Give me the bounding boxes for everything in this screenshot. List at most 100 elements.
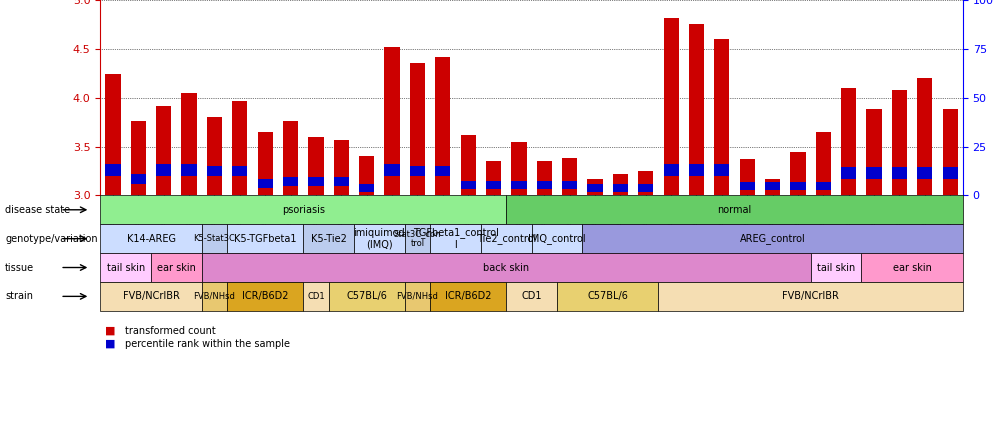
Bar xyxy=(283,177,298,186)
Bar xyxy=(308,177,324,186)
Bar xyxy=(713,164,728,176)
Text: K5-TGFbeta1: K5-TGFbeta1 xyxy=(233,234,297,244)
Bar xyxy=(688,24,703,195)
Bar xyxy=(334,140,349,195)
Bar xyxy=(258,132,273,195)
Bar xyxy=(206,117,221,195)
Bar xyxy=(866,109,881,195)
Bar xyxy=(206,166,221,176)
Bar xyxy=(765,182,780,190)
Bar xyxy=(841,88,856,195)
Bar xyxy=(105,74,120,195)
Bar xyxy=(232,101,247,195)
Bar xyxy=(790,182,805,190)
Bar xyxy=(485,181,501,190)
Text: tissue: tissue xyxy=(5,262,34,273)
Text: TGFbeta1_control
l: TGFbeta1_control l xyxy=(412,227,498,250)
Bar xyxy=(841,167,856,179)
Bar xyxy=(435,57,450,195)
Text: IMQ_control: IMQ_control xyxy=(528,233,585,244)
Bar xyxy=(587,184,602,192)
Bar xyxy=(485,161,501,195)
Text: ICR/B6D2: ICR/B6D2 xyxy=(445,291,491,301)
Bar xyxy=(713,39,728,195)
Bar xyxy=(435,166,450,176)
Bar xyxy=(384,47,399,195)
Bar xyxy=(765,179,780,195)
Bar xyxy=(942,109,957,195)
Bar xyxy=(561,181,577,190)
Text: C57BL/6: C57BL/6 xyxy=(346,291,387,301)
Bar xyxy=(460,135,475,195)
Bar xyxy=(359,184,374,192)
Text: tail skin: tail skin xyxy=(816,262,855,273)
Bar xyxy=(308,137,324,195)
Bar xyxy=(130,121,146,195)
Text: ICR/B6D2: ICR/B6D2 xyxy=(241,291,289,301)
Text: normal: normal xyxy=(716,205,750,215)
Text: Stat3C_con
trol: Stat3C_con trol xyxy=(393,229,441,248)
Text: psoriasis: psoriasis xyxy=(282,205,325,215)
Bar xyxy=(637,184,652,192)
Bar xyxy=(181,164,196,176)
Bar xyxy=(663,164,678,176)
Text: CD1: CD1 xyxy=(521,291,541,301)
Bar xyxy=(156,107,171,195)
Text: disease state: disease state xyxy=(5,205,70,215)
Bar xyxy=(891,167,906,179)
Text: CD1: CD1 xyxy=(307,292,325,301)
Text: genotype/variation: genotype/variation xyxy=(5,234,97,244)
Text: Tie2_control: Tie2_control xyxy=(476,233,535,244)
Bar xyxy=(410,166,425,176)
Bar xyxy=(105,164,120,176)
Bar xyxy=(511,181,526,190)
Bar xyxy=(511,142,526,195)
Bar xyxy=(460,181,475,190)
Text: K5-Stat3C: K5-Stat3C xyxy=(193,234,235,243)
Bar xyxy=(866,167,881,179)
Bar xyxy=(384,164,399,176)
Bar xyxy=(359,156,374,195)
Bar xyxy=(232,166,247,176)
Bar xyxy=(663,18,678,195)
Text: ■: ■ xyxy=(105,326,115,336)
Text: back skin: back skin xyxy=(483,262,529,273)
Bar xyxy=(612,184,627,192)
Text: ear skin: ear skin xyxy=(892,262,931,273)
Bar xyxy=(942,167,957,179)
Bar xyxy=(181,93,196,195)
Bar xyxy=(156,164,171,176)
Bar xyxy=(891,90,906,195)
Text: K5-Tie2: K5-Tie2 xyxy=(311,234,347,244)
Bar xyxy=(612,174,627,195)
Bar xyxy=(283,121,298,195)
Bar xyxy=(738,182,755,190)
Text: transformed count: transformed count xyxy=(125,326,215,336)
Bar xyxy=(536,161,551,195)
Bar xyxy=(334,177,349,186)
Bar xyxy=(916,78,932,195)
Text: ■: ■ xyxy=(105,339,115,349)
Bar xyxy=(815,132,830,195)
Text: AREG_control: AREG_control xyxy=(739,233,805,244)
Bar xyxy=(258,179,273,187)
Text: strain: strain xyxy=(5,291,33,301)
Text: FVB/NCrIBR: FVB/NCrIBR xyxy=(782,291,839,301)
Bar xyxy=(637,171,652,195)
Text: ear skin: ear skin xyxy=(157,262,195,273)
Text: FVB/NHsd: FVB/NHsd xyxy=(193,292,235,301)
Text: percentile rank within the sample: percentile rank within the sample xyxy=(125,339,291,349)
Text: C57BL/6: C57BL/6 xyxy=(587,291,627,301)
Text: tail skin: tail skin xyxy=(106,262,144,273)
Bar xyxy=(410,63,425,195)
Bar xyxy=(815,182,830,190)
Bar xyxy=(688,164,703,176)
Text: imiquimod
(IMQ): imiquimod (IMQ) xyxy=(353,228,405,250)
Bar xyxy=(790,152,805,195)
Text: FVB/NCrIBR: FVB/NCrIBR xyxy=(122,291,179,301)
Bar xyxy=(587,179,602,195)
Text: FVB/NHsd: FVB/NHsd xyxy=(396,292,438,301)
Bar xyxy=(561,158,577,195)
Bar xyxy=(130,174,146,184)
Text: K14-AREG: K14-AREG xyxy=(126,234,175,244)
